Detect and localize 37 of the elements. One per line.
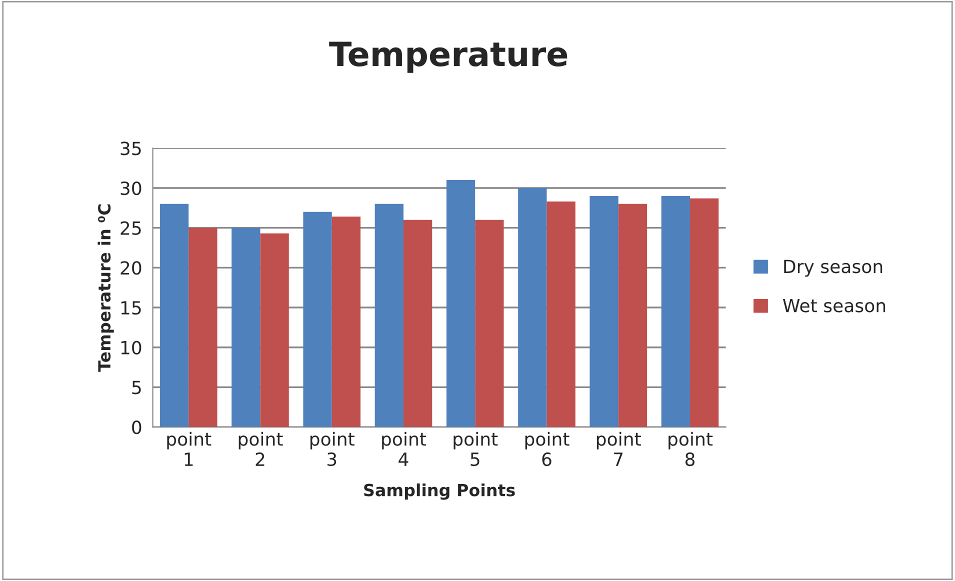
y-tick-label: 15: [121, 301, 141, 315]
bar: [403, 220, 432, 428]
bar: [690, 198, 719, 428]
y-axis-title: Temperature in ⁰C: [98, 204, 114, 372]
bar: [332, 216, 361, 428]
x-axis-title: Sampling Points: [364, 483, 515, 500]
x-tick-label: point 1: [167, 432, 212, 466]
x-tick-label: point 2: [238, 432, 283, 466]
y-tick-label: 5: [132, 380, 141, 394]
bar: [661, 196, 690, 428]
bar: [618, 204, 648, 428]
legend-label: Dry season: [784, 260, 882, 277]
legend-label: Wet season: [783, 298, 886, 312]
x-tick-label: point 6: [525, 432, 570, 466]
bar: [518, 188, 547, 428]
bar: [374, 204, 404, 428]
x-tick-label: point 7: [596, 432, 641, 466]
bar: [590, 196, 618, 428]
y-tick-label: 20: [120, 261, 142, 275]
y-tick-label: 10: [121, 340, 142, 354]
bar: [188, 228, 218, 428]
chart-title: Temperature: [329, 42, 568, 73]
bar: [446, 180, 476, 428]
y-tick-label: 25: [120, 221, 141, 235]
y-tick-label: 35: [120, 142, 141, 156]
bar: [303, 212, 332, 428]
bar: [260, 233, 289, 428]
bar: [546, 202, 576, 428]
bar: [232, 228, 260, 428]
x-tick-label: point 3: [310, 432, 354, 466]
x-tick-label: point 4: [382, 432, 426, 466]
x-tick-label: point 8: [668, 432, 713, 466]
bar: [160, 204, 189, 428]
bar: [475, 220, 504, 428]
y-tick-label: 0: [132, 420, 142, 434]
y-tick-label: 30: [120, 181, 142, 196]
x-tick-label: point 5: [454, 432, 498, 466]
